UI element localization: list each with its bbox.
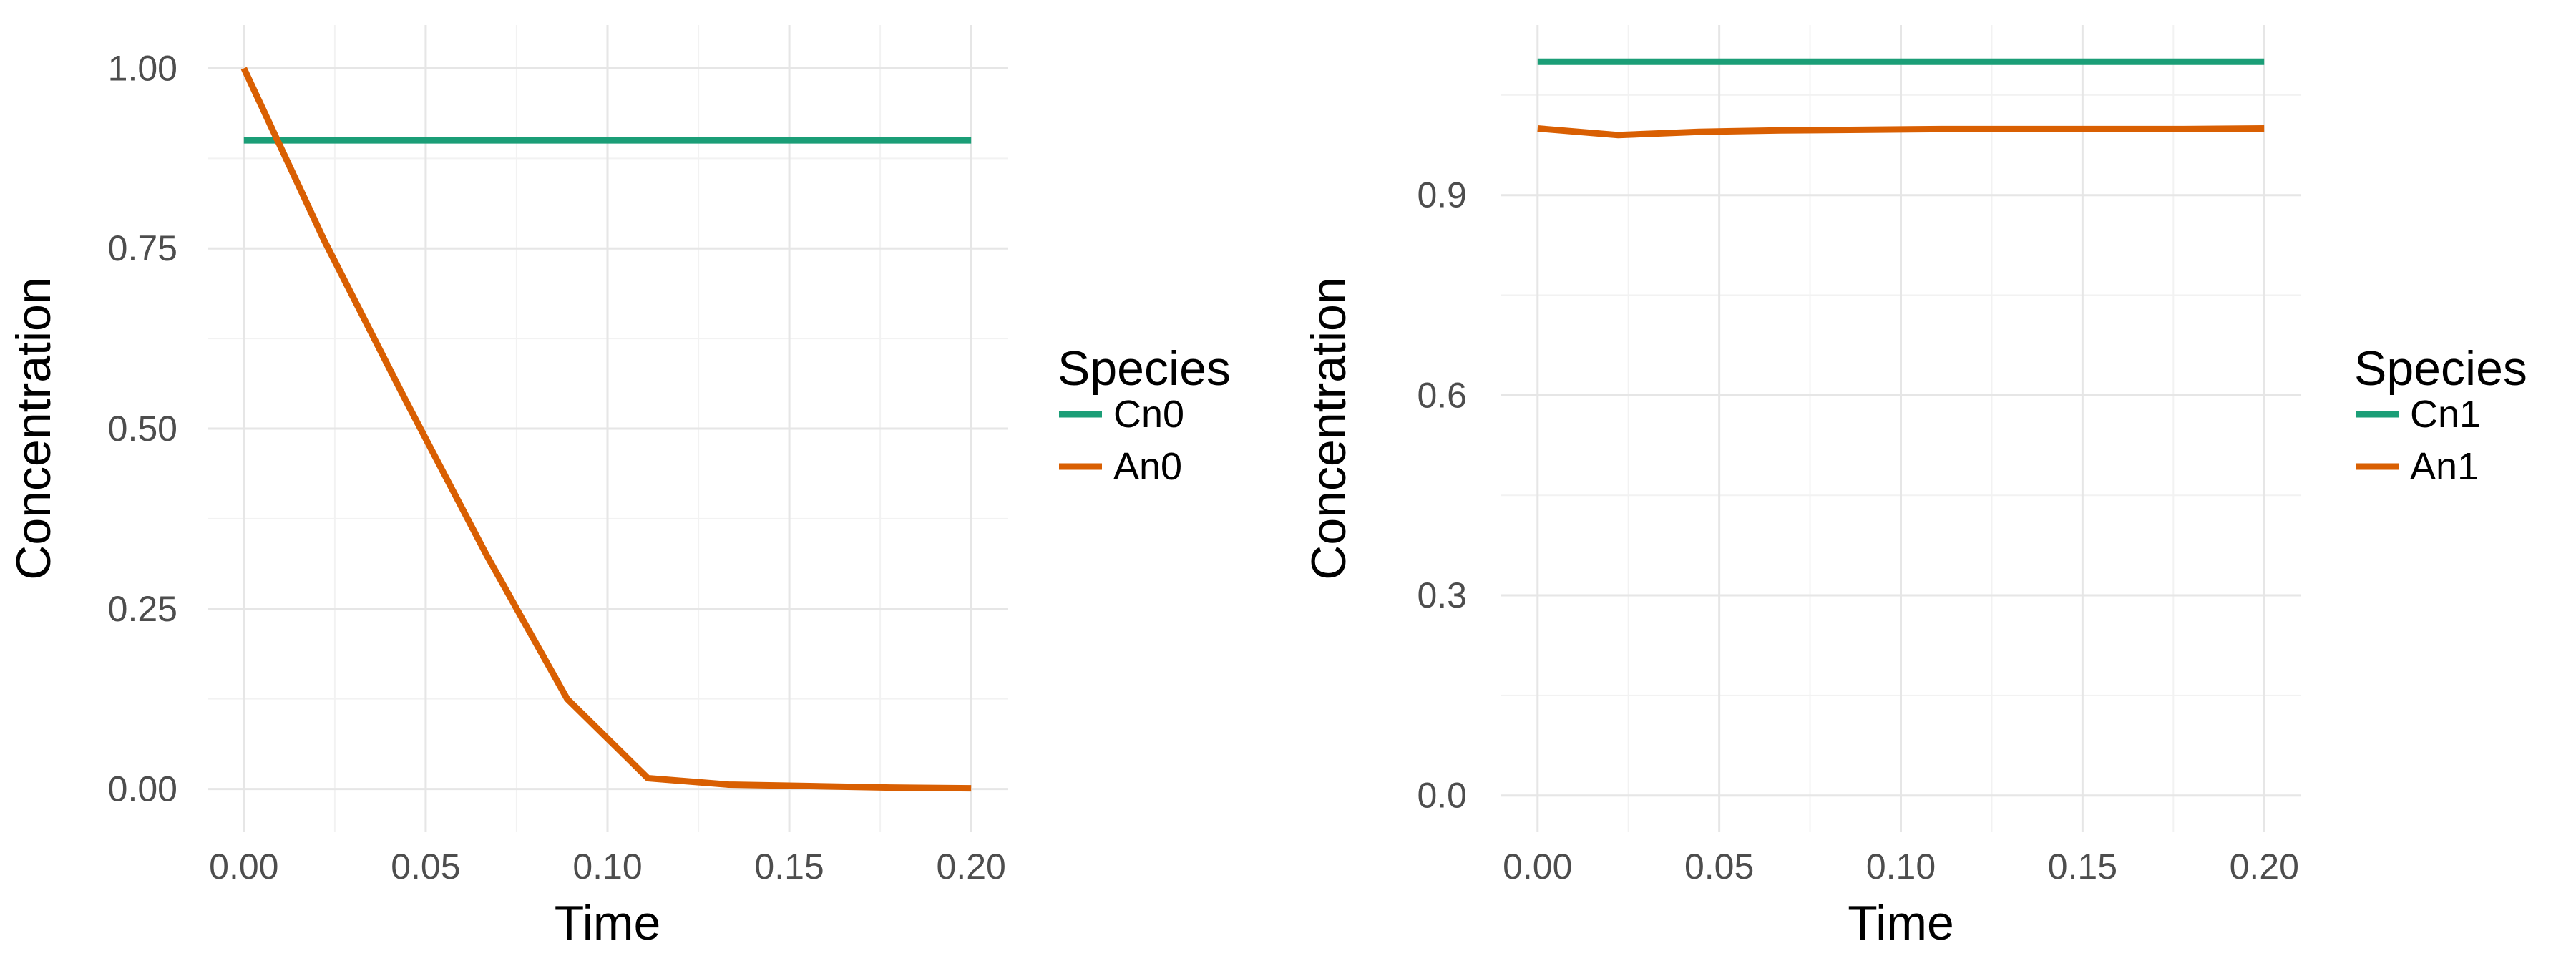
legend-label-an1: An1 [2410,445,2479,488]
y-tick-label: 0.25 [108,589,177,629]
x-tick-label: 0.10 [572,847,642,887]
legend-label-cn0: Cn0 [1113,393,1184,436]
y-tick-label: 0.75 [108,228,177,268]
x-tick-label: 0.05 [391,847,460,887]
y-tick-label: 1.00 [108,48,177,88]
legend-title: Species [2354,341,2527,396]
series-line-an0 [240,67,972,792]
y-tick-label: 0.50 [108,409,177,449]
legend-title: Species [1058,341,1231,396]
legend-label-an0: An0 [1113,445,1182,488]
x-tick-label: 0.05 [1684,847,1754,887]
x-tick-label: 0.15 [754,847,824,887]
y-axis-title: Concentration [1302,277,1356,580]
series-line-an1 [1537,125,2265,139]
x-tick-label: 0.20 [937,847,1006,887]
legend-label-cn1: Cn1 [2410,393,2481,436]
grid-lines [1501,25,2301,832]
x-tick-label: 0.15 [2048,847,2117,887]
x-tick-label: 0.10 [1866,847,1936,887]
y-tick-label: 0.0 [1417,776,1467,816]
x-axis-title: Time [1848,896,1954,950]
x-tick-label: 0.20 [2230,847,2299,887]
y-tick-label: 0.9 [1417,175,1467,215]
grid-lines [208,25,1008,832]
left-chart-panel: 0.00 0.05 0.10 0.15 0.20 0.00 0.25 0.50 0.75 1.00… [6,25,1231,950]
y-tick-label: 0.00 [108,769,177,809]
x-tick-label: 0.00 [209,847,278,887]
y-tick-label: 0.6 [1417,375,1467,415]
y-tick-label: 0.3 [1417,575,1467,615]
y-axis-title: Concentration [6,277,61,580]
x-tick-label: 0.00 [1503,847,1572,887]
right-chart-panel: 0.00 0.05 0.10 0.15 0.20 0.0 0.3 0.6 0.9 Time Conc… [1302,25,2527,950]
x-axis-title: Time [555,896,661,950]
